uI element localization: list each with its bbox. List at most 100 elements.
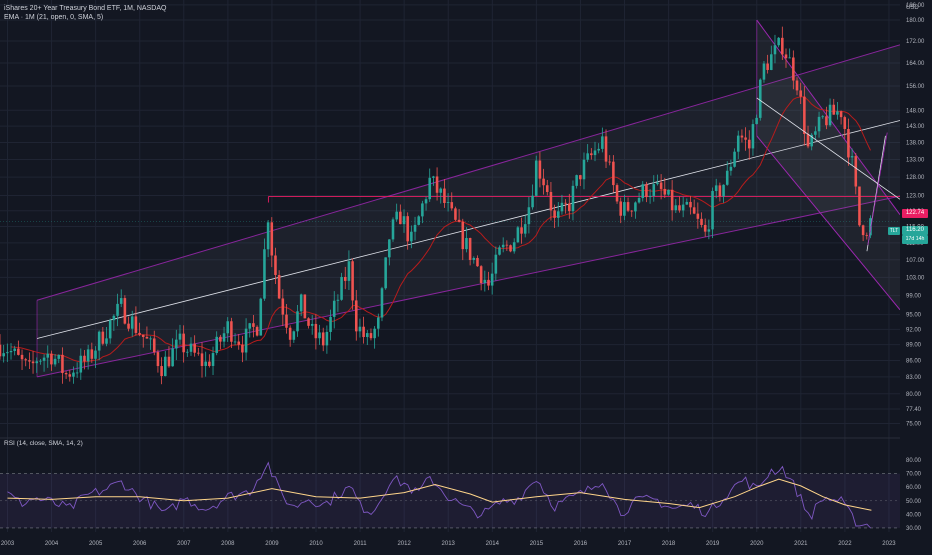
candle [678, 196, 681, 213]
time-tick-label: 2009 [265, 541, 279, 547]
candle-body [523, 224, 527, 234]
candle-body [781, 37, 784, 55]
candle-body [343, 276, 347, 281]
candle-body [332, 300, 336, 317]
candle-body [17, 348, 20, 355]
candle-body [836, 111, 839, 115]
candle [39, 359, 42, 365]
candle [156, 349, 160, 373]
candle-body [50, 353, 53, 365]
candle [556, 202, 560, 227]
channel-center-line [36, 120, 901, 339]
candle [175, 329, 178, 361]
candle-body [443, 188, 446, 203]
candle-body [725, 170, 729, 185]
candle-body [773, 45, 777, 55]
candle-body [792, 57, 795, 81]
candle-body [652, 184, 656, 196]
candle-body [718, 185, 722, 197]
candle [9, 343, 13, 360]
candle-body [579, 175, 582, 180]
candle-body [571, 185, 575, 212]
candle-body [803, 96, 806, 134]
time-tick-label: 2020 [750, 541, 764, 547]
candle [803, 86, 806, 146]
candle-body [806, 133, 810, 147]
candle-body [615, 185, 619, 202]
candle-body [843, 117, 847, 129]
candle [623, 194, 626, 221]
candle [656, 174, 659, 186]
candle [314, 314, 318, 350]
price-tick-label: 123.00 [906, 194, 925, 200]
candle [83, 349, 86, 370]
time-tick-label: 2011 [354, 541, 368, 547]
candle [725, 161, 729, 186]
candle [773, 34, 777, 64]
candle-body [28, 360, 31, 362]
candle-body [292, 331, 296, 340]
candle-body [13, 348, 16, 351]
candle-body [215, 336, 218, 354]
candle-body [31, 361, 35, 364]
candle-body [340, 276, 343, 300]
candle [810, 132, 813, 151]
candle-body [556, 211, 560, 218]
candle [450, 192, 454, 211]
candle-body [20, 354, 24, 360]
candle [354, 289, 358, 341]
candle [237, 334, 241, 350]
candle [219, 334, 222, 350]
candle [171, 338, 174, 367]
candle [388, 239, 391, 266]
candle-body [263, 249, 266, 299]
price-tick-label: 77.40 [906, 407, 922, 413]
candle [318, 324, 321, 345]
candle-body [545, 185, 549, 192]
candle [542, 168, 545, 195]
candle [321, 327, 325, 352]
candle-body [432, 176, 435, 178]
candle [806, 125, 810, 149]
candle-body [9, 350, 13, 353]
candle-body [351, 261, 354, 301]
candle-body [476, 257, 479, 267]
time-tick-label: 2019 [706, 541, 720, 547]
candle [549, 181, 553, 221]
candle-body [817, 116, 821, 132]
candle-body [6, 352, 9, 354]
candle [307, 317, 310, 329]
candle [692, 199, 696, 215]
candle [468, 237, 472, 266]
candle-body [457, 219, 461, 222]
candle [476, 255, 479, 267]
candle-body [296, 311, 299, 332]
candle [432, 175, 435, 186]
candle-body [402, 216, 406, 225]
candle [24, 357, 27, 367]
candle-body [171, 348, 174, 367]
trendline-down [756, 97, 901, 200]
candle [799, 82, 802, 105]
candle [501, 237, 505, 253]
candle-body [468, 238, 472, 260]
candle-body [325, 331, 329, 346]
rsi-tick-label: 80.00 [906, 458, 922, 464]
candle [384, 257, 387, 290]
candle [244, 318, 248, 361]
candle-body [35, 361, 39, 364]
candle-body [219, 336, 222, 342]
candle-body [237, 341, 241, 345]
candle-body [204, 361, 207, 366]
candle-body [501, 244, 505, 248]
candle [28, 352, 31, 369]
candle [461, 218, 465, 261]
time-tick-label: 2015 [530, 541, 544, 547]
candle [310, 315, 314, 335]
candle-body [762, 63, 766, 80]
candle [421, 200, 424, 224]
candle-body [527, 207, 531, 225]
candle [61, 347, 64, 384]
candle-body [810, 134, 813, 147]
